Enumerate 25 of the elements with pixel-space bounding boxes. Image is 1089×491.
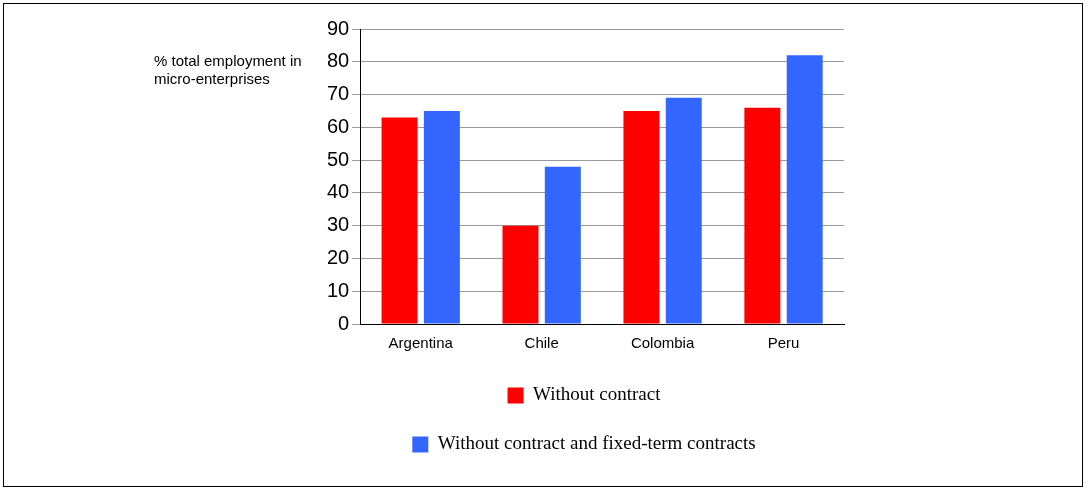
y-tick-label: 50 (327, 147, 350, 170)
y-tick-label: 40 (327, 180, 350, 203)
x-tick-label: Argentina (388, 334, 454, 352)
bar (423, 110, 460, 324)
y-tick-label: 10 (327, 278, 350, 301)
y-tick-label: 60 (327, 114, 350, 137)
bar (544, 166, 581, 324)
y-tick-label: 70 (327, 82, 350, 105)
x-tick-label: Colombia (630, 334, 695, 352)
bar (381, 117, 418, 324)
x-tick-label: Chile (524, 334, 559, 352)
bar (744, 107, 781, 324)
y-tick-label: 80 (327, 49, 350, 72)
y-tick-label: 30 (327, 213, 350, 236)
y-axis-title: % total employment in micro-enterprises (154, 52, 303, 88)
bar (786, 55, 823, 324)
y-tick-label: 90 (327, 16, 350, 39)
bar (665, 97, 702, 324)
y-tick-label: 0 (338, 311, 350, 334)
legend-label: Without contract and fixed-term contracts (437, 432, 756, 454)
bar (623, 110, 660, 324)
bar (502, 225, 539, 324)
x-tick-label: Peru (767, 334, 800, 352)
legend-label: Without contract (533, 383, 662, 405)
y-tick-label: 20 (327, 245, 350, 268)
